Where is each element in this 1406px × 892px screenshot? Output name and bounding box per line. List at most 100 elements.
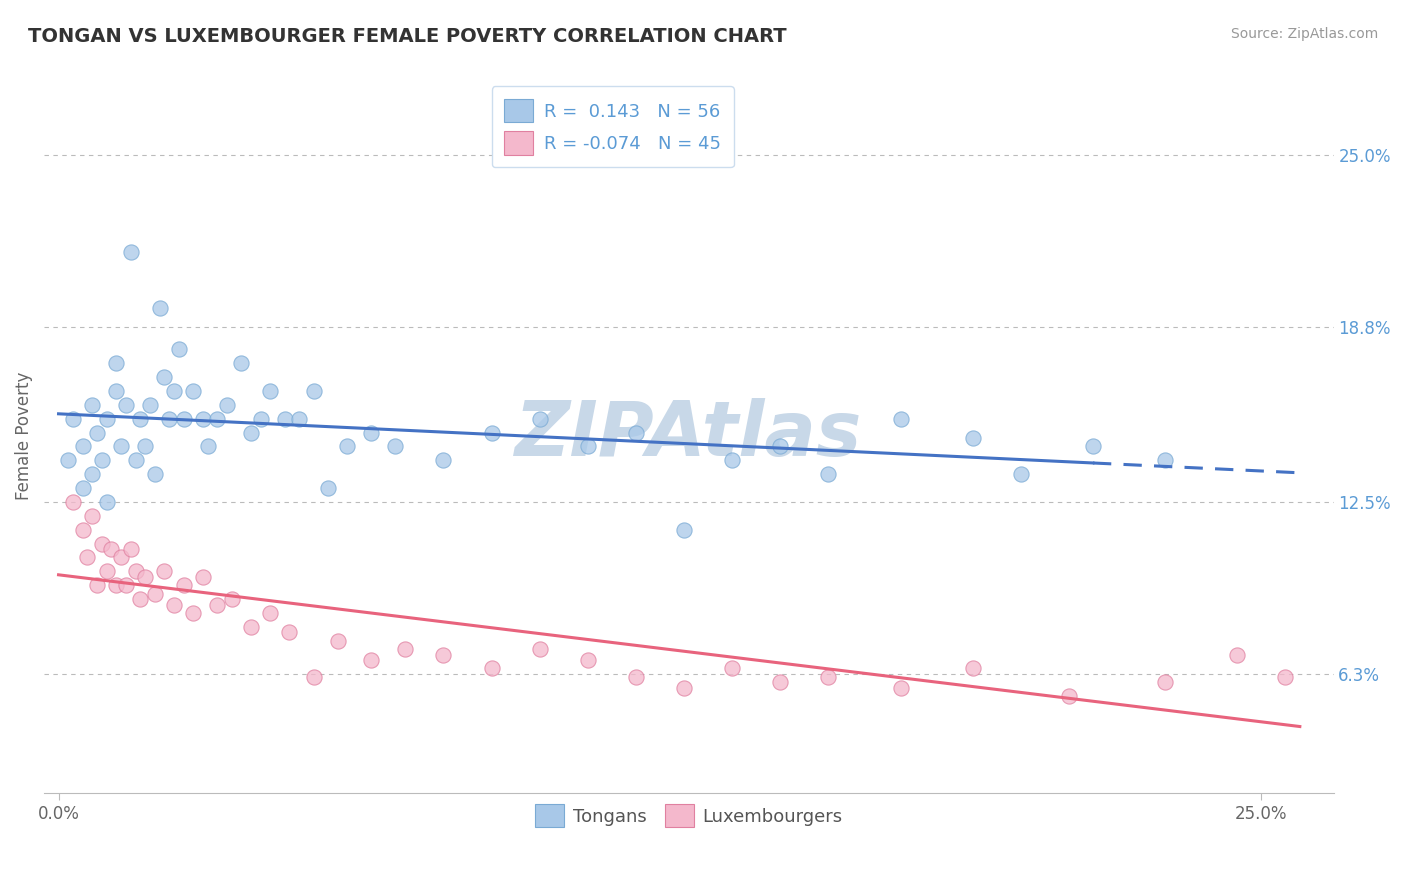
Point — [129, 592, 152, 607]
Point — [259, 606, 281, 620]
Point — [181, 384, 204, 398]
Point — [153, 370, 176, 384]
Point — [191, 570, 214, 584]
Point — [105, 578, 128, 592]
Point — [576, 440, 599, 454]
Point — [624, 670, 647, 684]
Point — [153, 565, 176, 579]
Point — [889, 411, 911, 425]
Point — [962, 431, 984, 445]
Point — [62, 411, 84, 425]
Point — [173, 578, 195, 592]
Point — [672, 681, 695, 695]
Text: TONGAN VS LUXEMBOURGER FEMALE POVERTY CORRELATION CHART: TONGAN VS LUXEMBOURGER FEMALE POVERTY CO… — [28, 27, 787, 45]
Point — [1081, 440, 1104, 454]
Point — [90, 453, 112, 467]
Point — [721, 453, 744, 467]
Point — [1154, 675, 1177, 690]
Point — [191, 411, 214, 425]
Point — [215, 398, 238, 412]
Point — [105, 356, 128, 370]
Point — [624, 425, 647, 440]
Point — [221, 592, 243, 607]
Point — [110, 440, 132, 454]
Point — [157, 411, 180, 425]
Point — [1226, 648, 1249, 662]
Point — [72, 440, 94, 454]
Point — [90, 536, 112, 550]
Point — [139, 398, 162, 412]
Point — [394, 642, 416, 657]
Point — [110, 550, 132, 565]
Point — [273, 411, 295, 425]
Point — [288, 411, 311, 425]
Point — [100, 542, 122, 557]
Point — [1010, 467, 1032, 482]
Point — [432, 453, 454, 467]
Point — [120, 542, 142, 557]
Point — [249, 411, 271, 425]
Point — [326, 633, 349, 648]
Y-axis label: Female Poverty: Female Poverty — [15, 371, 32, 500]
Point — [115, 398, 138, 412]
Point — [529, 411, 551, 425]
Point — [207, 598, 229, 612]
Point — [1057, 690, 1080, 704]
Point — [96, 411, 118, 425]
Point — [72, 481, 94, 495]
Point — [167, 343, 190, 357]
Point — [576, 653, 599, 667]
Point — [259, 384, 281, 398]
Point — [360, 653, 382, 667]
Point — [529, 642, 551, 657]
Point — [962, 661, 984, 675]
Text: Source: ZipAtlas.com: Source: ZipAtlas.com — [1230, 27, 1378, 41]
Point — [240, 620, 263, 634]
Point — [231, 356, 253, 370]
Point — [240, 425, 263, 440]
Point — [148, 301, 170, 315]
Point — [86, 425, 108, 440]
Point — [134, 570, 156, 584]
Point — [817, 670, 839, 684]
Point — [769, 440, 792, 454]
Point — [1274, 670, 1296, 684]
Point — [115, 578, 138, 592]
Point — [432, 648, 454, 662]
Point — [120, 245, 142, 260]
Point — [56, 453, 79, 467]
Point — [1154, 453, 1177, 467]
Text: ZIPAtlas: ZIPAtlas — [515, 399, 862, 473]
Point — [721, 661, 744, 675]
Point — [672, 523, 695, 537]
Point — [76, 550, 98, 565]
Point — [197, 440, 219, 454]
Point — [302, 670, 325, 684]
Point — [143, 586, 166, 600]
Point — [360, 425, 382, 440]
Point — [163, 384, 186, 398]
Point — [384, 440, 406, 454]
Point — [134, 440, 156, 454]
Point — [481, 661, 503, 675]
Point — [181, 606, 204, 620]
Point — [143, 467, 166, 482]
Point — [129, 411, 152, 425]
Point — [82, 398, 104, 412]
Point — [86, 578, 108, 592]
Point — [336, 440, 359, 454]
Point — [769, 675, 792, 690]
Point — [481, 425, 503, 440]
Point — [96, 495, 118, 509]
Point — [124, 453, 146, 467]
Point — [96, 565, 118, 579]
Point — [278, 625, 301, 640]
Legend: Tongans, Luxembourgers: Tongans, Luxembourgers — [527, 797, 849, 834]
Point — [124, 565, 146, 579]
Point — [163, 598, 186, 612]
Point — [302, 384, 325, 398]
Point — [62, 495, 84, 509]
Point — [72, 523, 94, 537]
Point — [316, 481, 339, 495]
Point — [82, 467, 104, 482]
